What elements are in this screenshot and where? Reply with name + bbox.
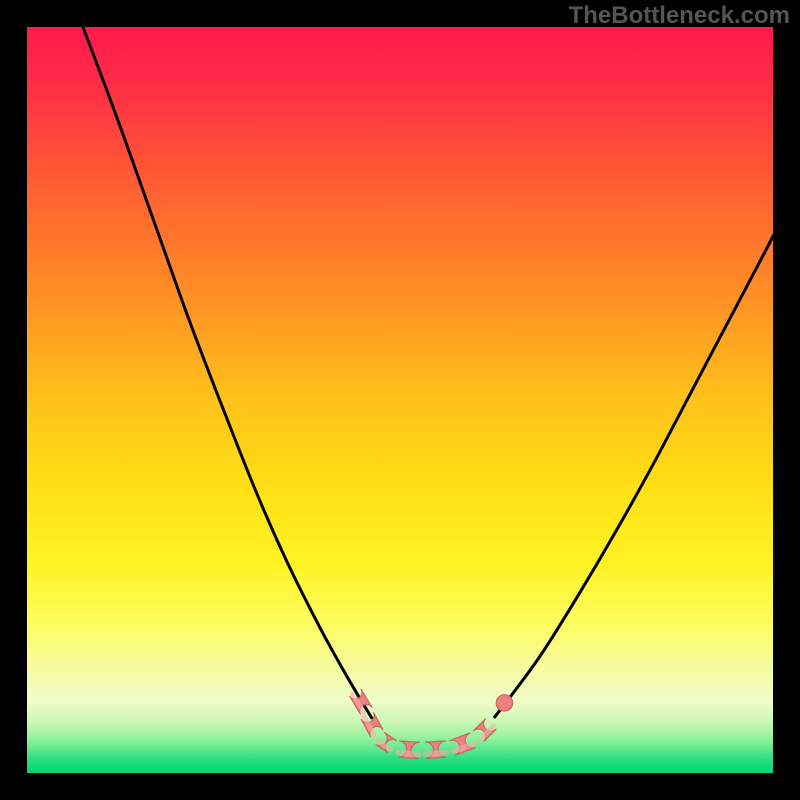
gradient-background	[27, 27, 773, 773]
marker-highlight	[426, 753, 447, 754]
chart-container: TheBottleneck.com	[0, 0, 800, 800]
chart-svg	[27, 27, 773, 773]
marker-dot	[496, 695, 512, 711]
marker-highlight	[398, 753, 419, 754]
watermark-text: TheBottleneck.com	[569, 2, 790, 30]
plot-area	[27, 27, 773, 773]
